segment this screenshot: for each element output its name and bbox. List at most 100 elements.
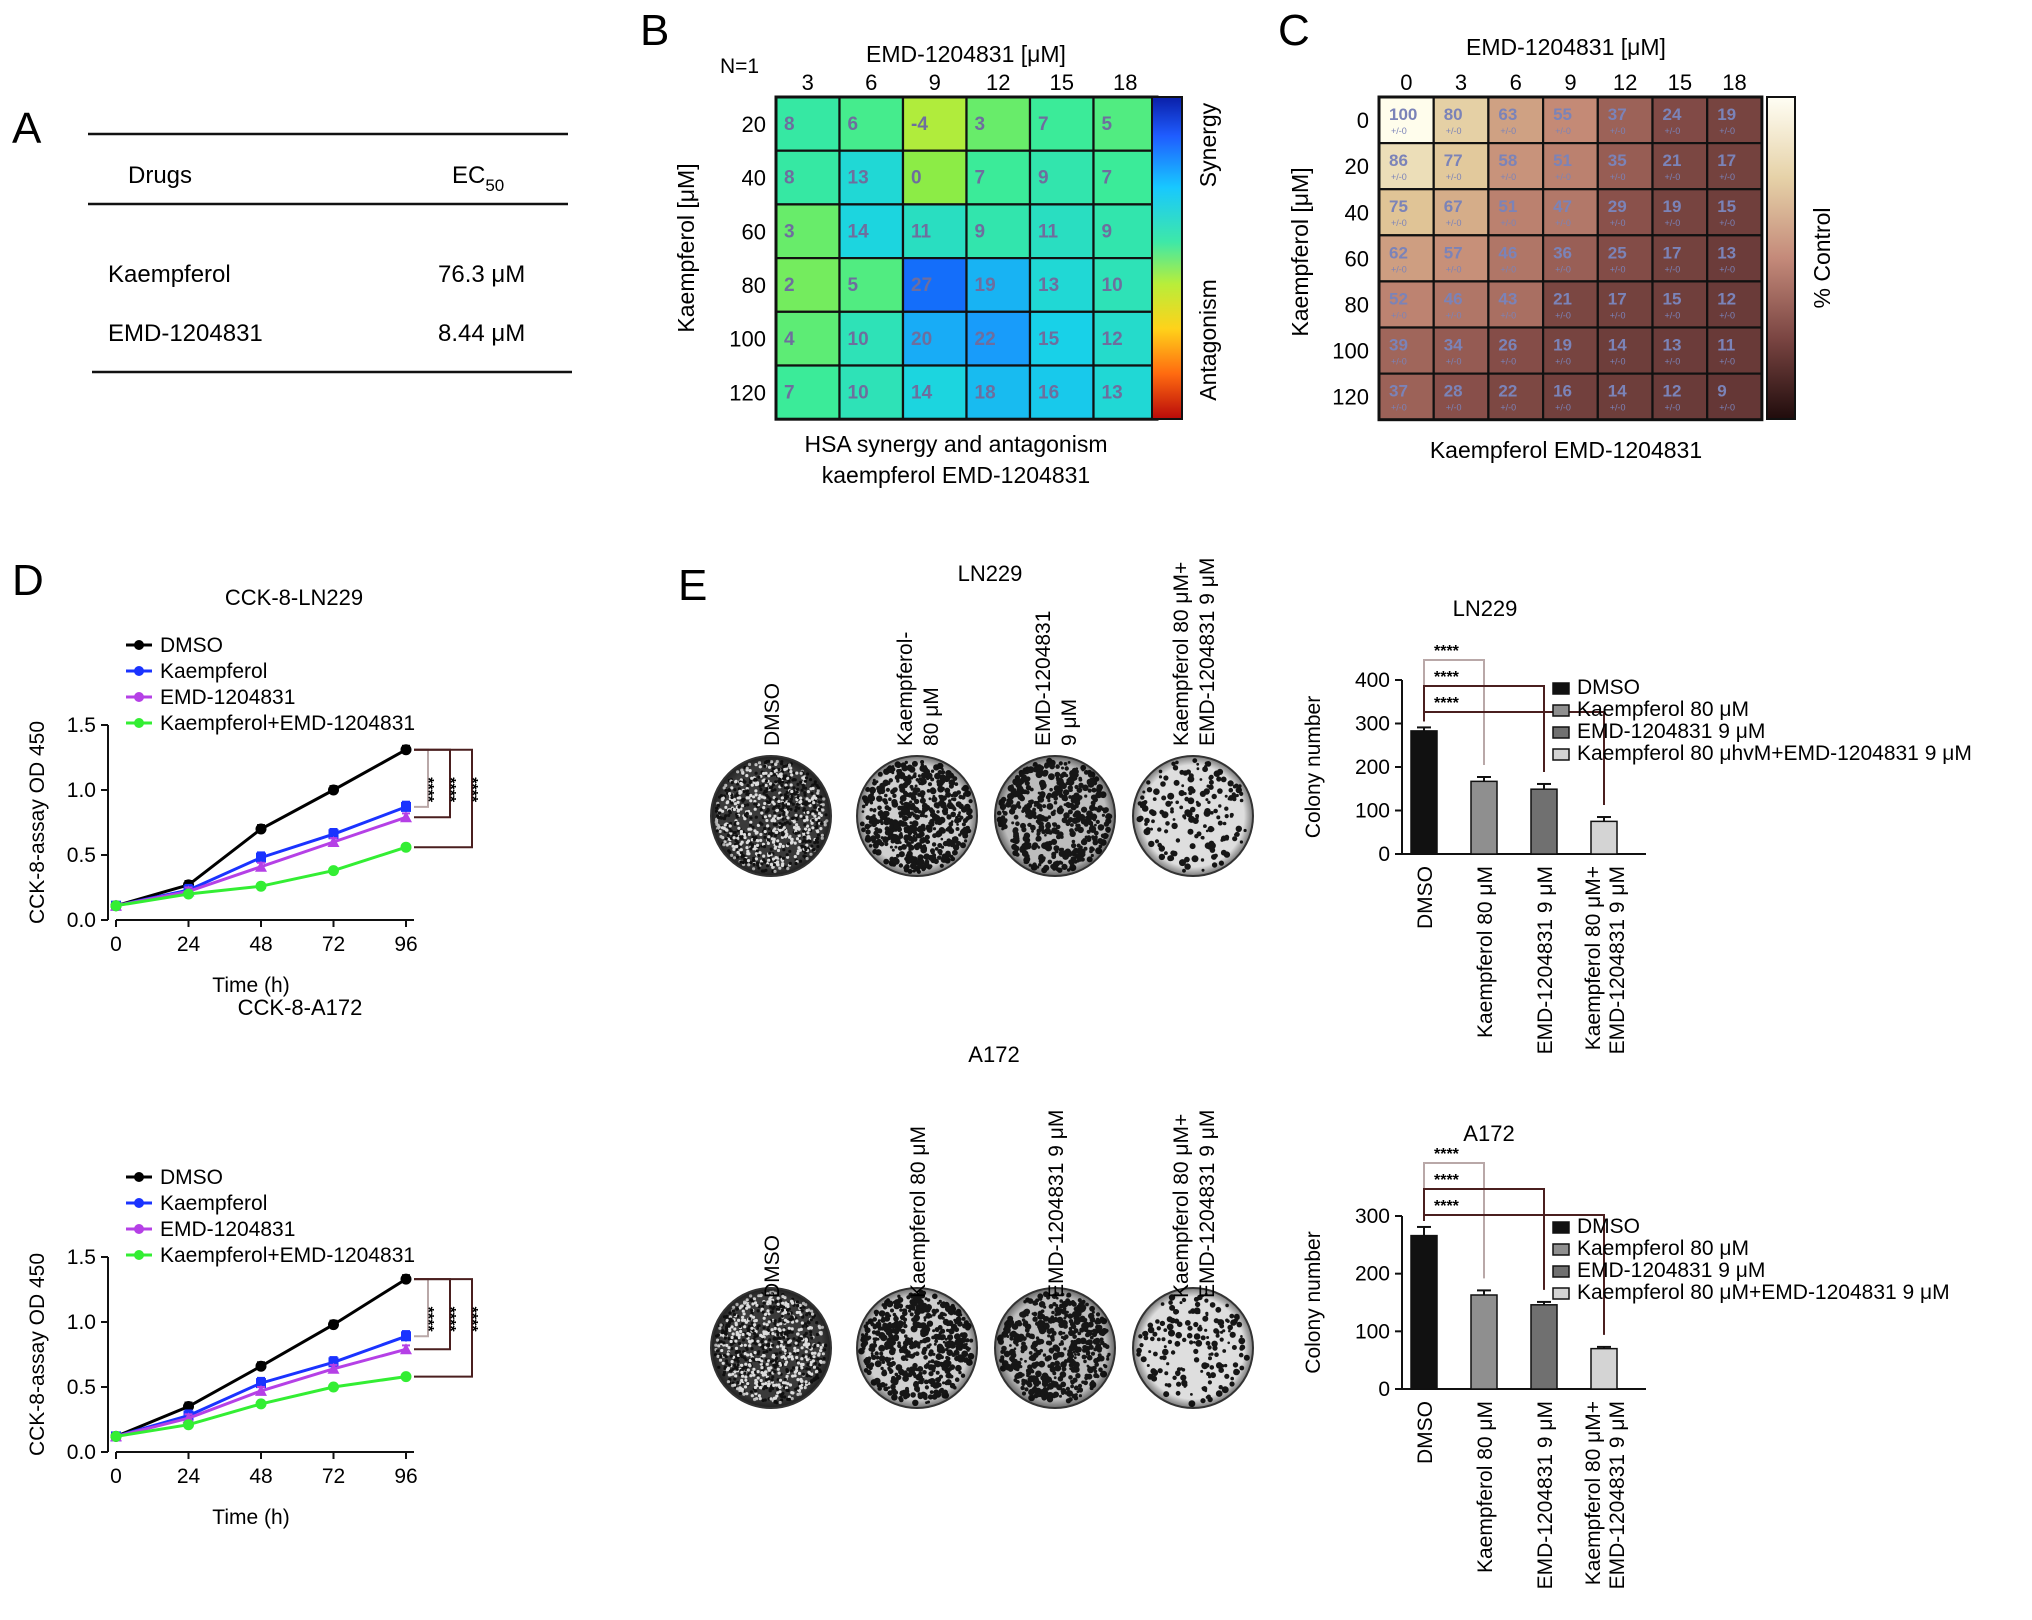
legend-label: DMSO <box>160 1166 223 1189</box>
data-point <box>400 744 412 756</box>
heatmap-b-cell-value: -4 <box>911 114 928 135</box>
data-point <box>256 852 266 863</box>
dish-rim <box>1132 755 1254 877</box>
heatmap-b-cell <box>901 203 968 260</box>
heatmap-b-x-tick: 6 <box>865 70 877 95</box>
data-point <box>255 860 267 872</box>
heatmap-b-cell-value: 7 <box>1038 114 1049 135</box>
heatmap-b-cell-value: 9 <box>1038 168 1049 189</box>
heatmap-c-cell <box>1651 326 1709 375</box>
legend-marker <box>134 666 144 676</box>
x-category-label: EMD-1204831 9 μM <box>1534 866 1557 1054</box>
heatmap-b-caption: HSA synergy and antagonism <box>804 431 1107 457</box>
heatmap-c-cell-sub: +/-0 <box>1391 264 1407 274</box>
x-tick-label: 72 <box>322 933 345 956</box>
heatmap-c-cell-value: 13 <box>1663 336 1682 355</box>
heatmap-c-cell-sub: +/-0 <box>1610 310 1626 320</box>
heatmap-c-cell-sub: +/-0 <box>1446 403 1462 413</box>
y-tick-label: 0.5 <box>67 1376 96 1399</box>
y-tick-label: 1.5 <box>67 1246 96 1269</box>
heatmap-b-cell <box>838 149 905 206</box>
legend-label: Kaempferol <box>160 660 267 683</box>
legend-marker <box>134 1172 144 1182</box>
y-tick-label: 200 <box>1355 756 1390 779</box>
heatmap-c-cell-value: 17 <box>1717 151 1736 170</box>
heatmap-c-cell-sub: +/-0 <box>1391 403 1407 413</box>
x-tick-label: 48 <box>249 1465 272 1488</box>
heatmap-c-x-tick: 0 <box>1400 70 1412 95</box>
significance-stars: **** <box>419 777 436 803</box>
data-point <box>400 841 412 853</box>
heatmap-c-y-tick: 100 <box>1332 339 1369 364</box>
heatmap-c-cell-sub: +/-0 <box>1391 357 1407 367</box>
colorbar-label-control: % Control <box>1809 208 1835 309</box>
heatmap-c-cell-value: 17 <box>1663 243 1682 262</box>
table-header-drugs: Drugs <box>128 162 192 189</box>
data-point <box>327 1362 340 1374</box>
legend-label: Kaempferol 80 μM <box>1577 698 1749 721</box>
heatmap-c-cell-value: 36 <box>1553 243 1572 262</box>
panel-letter-d: D <box>12 556 44 605</box>
heatmap-c-y-tick: 40 <box>1345 200 1369 225</box>
heatmap-b-cell-value: 10 <box>848 383 869 404</box>
legend-swatch <box>1552 726 1570 739</box>
heatmap-c-cell-value: 58 <box>1498 151 1517 170</box>
heatmap-c-cell-value: 35 <box>1608 151 1627 170</box>
legend-label: DMSO <box>160 634 223 657</box>
heatmap-b-cell-value: 7 <box>975 168 986 189</box>
data-point <box>328 865 339 877</box>
x-category-label: DMSO <box>1414 1401 1437 1464</box>
heatmap-b-cell-value: 3 <box>784 221 795 242</box>
heatmap-c-cell-value: 26 <box>1498 336 1517 355</box>
legend-marker <box>134 640 144 650</box>
legend-label: DMSO <box>1577 1215 1640 1238</box>
data-point <box>183 1419 194 1431</box>
heatmap-c-cell-value: 39 <box>1389 336 1408 355</box>
heatmap-c-y-tick: 80 <box>1345 292 1369 317</box>
data-point <box>255 823 267 835</box>
heatmap-c-cell-value: 86 <box>1389 151 1408 170</box>
heatmap-c-cell-value: 19 <box>1663 197 1682 216</box>
heatmap-b-cell-value: 3 <box>975 114 986 135</box>
series-line <box>115 1277 407 1438</box>
heatmap-c-cells: 0 3 6 9 12 15 18020406080100120100+/-080+/-063… <box>1332 70 1764 422</box>
heatmap-c-cell-value: 12 <box>1717 289 1736 308</box>
heatmap-b-cell-value: 2 <box>784 275 795 296</box>
heatmap-c-cell-sub: +/-0 <box>1610 264 1626 274</box>
heatmap-c-cell-sub: +/-0 <box>1610 126 1626 136</box>
heatmap-c-cell-sub: +/-0 <box>1719 264 1735 274</box>
dish-label: EMD-1204831 9 μM <box>1045 1110 1068 1298</box>
y-tick-label: 1.5 <box>67 714 96 737</box>
heatmap-c-cell-value: 46 <box>1444 289 1463 308</box>
heatmap-b-cell <box>1028 203 1095 260</box>
data-point <box>401 1331 411 1342</box>
significance-stars: **** <box>1434 695 1460 712</box>
heatmap-c-cell <box>1432 142 1490 191</box>
data-point <box>400 811 412 823</box>
heatmap-b-cell-value: 11 <box>911 221 932 242</box>
table-cell-drug: Kaempferol <box>108 261 231 288</box>
legend-swatch <box>1552 1265 1570 1278</box>
y-tick-label: 0.5 <box>67 844 96 867</box>
heatmap-c-cell <box>1651 372 1709 421</box>
data-point <box>110 1430 122 1442</box>
bar <box>1590 820 1618 855</box>
heatmap-c-caption: Kaempferol EMD-1204831 <box>1430 437 1702 463</box>
panel-letter-a: A <box>12 104 42 153</box>
y-tick-label: 1.0 <box>67 779 96 802</box>
heatmap-c-cell-sub: +/-0 <box>1446 357 1462 367</box>
heatmap-c-cell-sub: +/-0 <box>1665 172 1681 182</box>
heatmap-c-cell <box>1541 188 1599 237</box>
heatmap-c-cell-value: 46 <box>1498 243 1517 262</box>
heatmap-c-cell-sub: +/-0 <box>1555 264 1571 274</box>
heatmap-b-cell <box>1028 257 1095 313</box>
heatmap-b-cell <box>901 95 968 152</box>
heatmap-c-y-title: Kaempferol [μM] <box>1287 167 1313 336</box>
x-axis-title: Time (h) <box>212 974 289 997</box>
legend-marker <box>134 718 144 728</box>
table-header-ec50: EC50 <box>452 162 504 195</box>
heatmap-b-cell-value: 14 <box>911 383 933 404</box>
legend-label: EMD-1204831 <box>160 1218 295 1241</box>
